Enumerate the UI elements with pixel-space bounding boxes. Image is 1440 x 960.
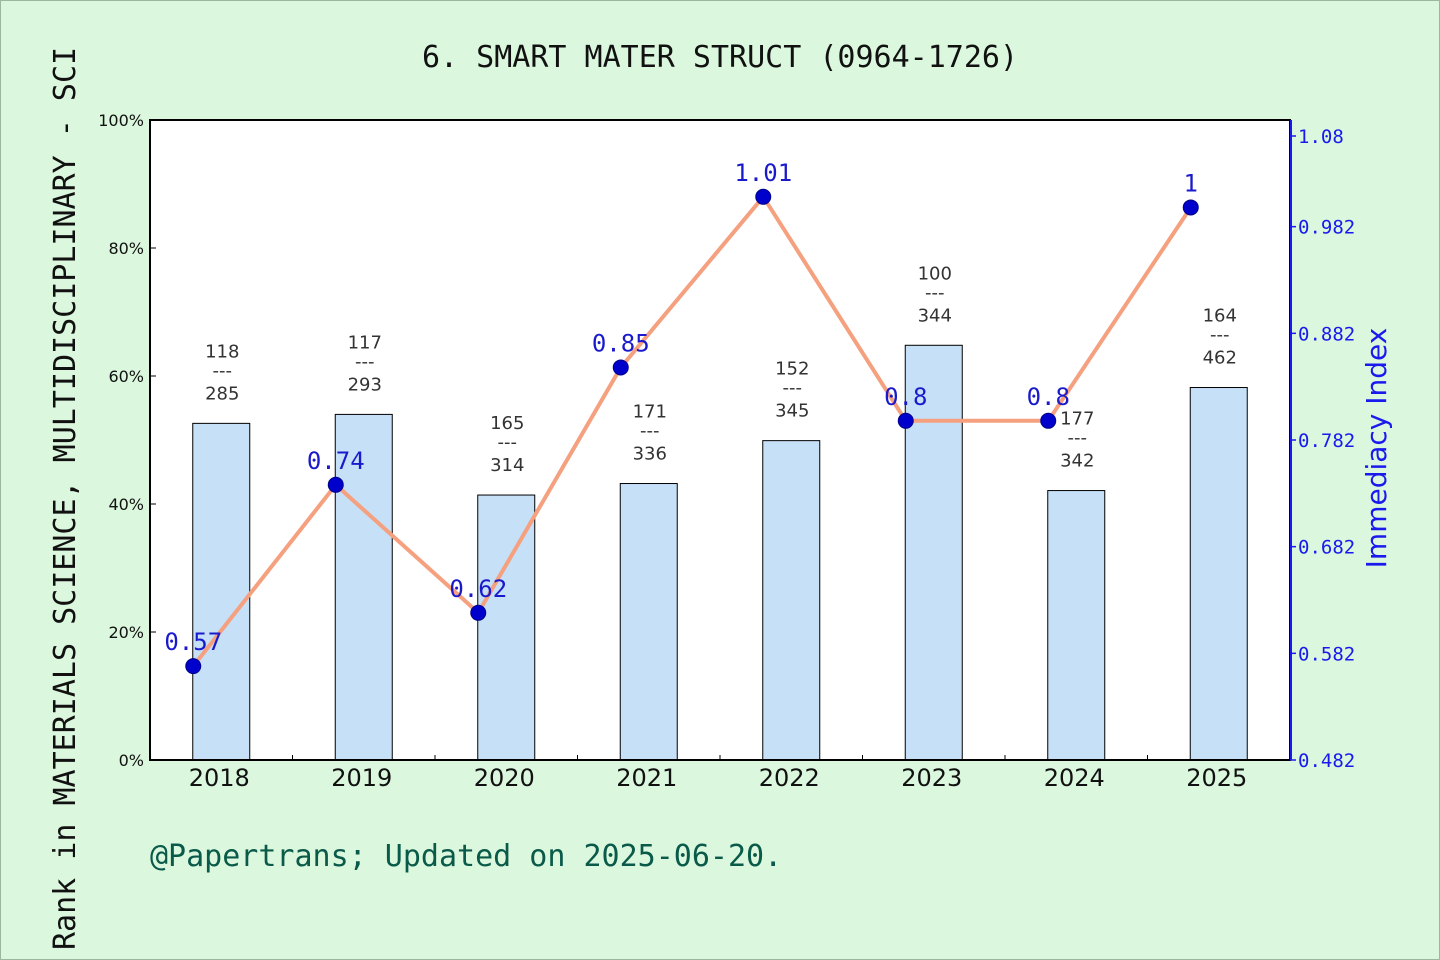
bar-rank-label: 118 [205,341,239,362]
line-value-label: 0.85 [592,329,650,357]
bar-2021 [619,483,678,761]
bar-separator-label: --- [640,421,660,442]
x-axis-label: 2020 [474,764,535,792]
line-point-2021 [612,359,629,376]
line-value-label: 1.01 [734,159,792,187]
bar-rank-label: 117 [348,332,382,353]
bar-total-label: 293 [348,374,382,395]
line-point-2018 [185,658,202,675]
plot-area [150,120,1290,760]
bar-total-label: 462 [1203,348,1237,369]
right-axis-tick-label: 0.482 [1298,750,1355,772]
bar-2018 [192,422,251,761]
x-axis-label: 2024 [1044,764,1105,792]
line-segment [618,194,766,370]
bar-2020 [477,494,536,761]
x-axis-label: 2018 [189,764,250,792]
bar-total-label: 314 [490,455,524,476]
bar-separator-label: --- [1068,428,1088,449]
bar-total-label: 344 [918,305,952,326]
line-point-2022 [755,188,772,205]
line-value-label: 0.8 [1027,383,1070,411]
line-point-2020 [470,604,487,621]
line-segment [476,365,623,615]
line-value-label: 0.57 [164,628,222,656]
right-axis-label: Immediacy Index [1360,328,1393,569]
bar-separator-label: --- [213,360,233,381]
line-value-label: 0.8 [884,383,927,411]
line-segment [333,482,481,615]
line-segment [761,194,908,423]
bar-rank-label: 171 [633,402,667,423]
line-point-2019 [327,476,344,493]
x-axis-label: 2025 [1186,764,1247,792]
bar-rank-label: 152 [775,359,809,380]
bar-total-label: 342 [1060,451,1094,472]
bar-2024 [1047,490,1106,761]
x-axis-label: 2022 [759,764,820,792]
line-point-2025 [1182,199,1199,216]
line-point-2023 [897,412,914,429]
line-layer [185,188,1199,675]
left-axis-tick-label: 60% [108,367,144,386]
line-segment [191,482,338,669]
axes-layer: 0% 20% 40% 60% 80% 100% 0.482 0.582 0.682 0.782 0.… [98,111,1355,792]
right-axis-tick-label: 0.582 [1298,643,1355,665]
left-axis-tick-label: 20% [108,623,144,642]
labels-layer: 118---285117---293165---314171---336152-… [164,159,1237,656]
chart-title: 6. SMART MATER STRUCT (0964-1726) [422,40,1018,75]
bar-2023 [904,344,963,761]
x-axis-label: 2023 [901,764,962,792]
bar-separator-label: --- [783,378,803,399]
bar-separator-label: --- [925,282,945,303]
bar-rank-label: 165 [490,413,524,434]
x-axis-label: 2021 [616,764,677,792]
line-segment [1046,205,1193,423]
bar-2019 [334,413,393,761]
line-value-label: 1 [1184,169,1198,197]
left-axis-tick-label: 40% [108,495,144,514]
right-axis-tick-label: 0.782 [1298,430,1355,452]
footer-note: @Papertrans; Updated on 2025-06-20. [150,839,782,874]
bar-separator-label: --- [1210,325,1230,346]
line-point-2024 [1040,412,1057,429]
bar-separator-label: --- [355,351,375,372]
left-axis-label: Rank in MATERIALS SCIENCE, MULTIDISCIPLI… [48,47,83,950]
bar-total-label: 345 [775,401,809,422]
bar-rank-label: 100 [918,263,952,284]
bar-total-label: 336 [633,444,667,465]
right-axis-tick-label: 0.682 [1298,537,1355,559]
right-axis-tick-label: 0.882 [1298,323,1355,345]
left-axis-tick-label: 0% [119,751,144,770]
line-value-label: 0.62 [449,575,507,603]
x-axis-label: 2019 [331,764,392,792]
bar-separator-label: --- [498,432,518,453]
bar-total-label: 285 [205,383,239,404]
bar-rank-label: 177 [1060,409,1094,430]
line-value-label: 0.74 [307,447,365,475]
right-axis-tick-label: 1.08 [1298,126,1344,148]
bar-2025 [1189,387,1248,761]
right-axis-tick-label: 0.982 [1298,217,1355,239]
left-axis-tick-label: 80% [108,239,144,258]
left-axis-tick-label: 100% [98,111,144,130]
bar-rank-label: 164 [1203,306,1237,327]
bar-2022 [762,440,821,761]
